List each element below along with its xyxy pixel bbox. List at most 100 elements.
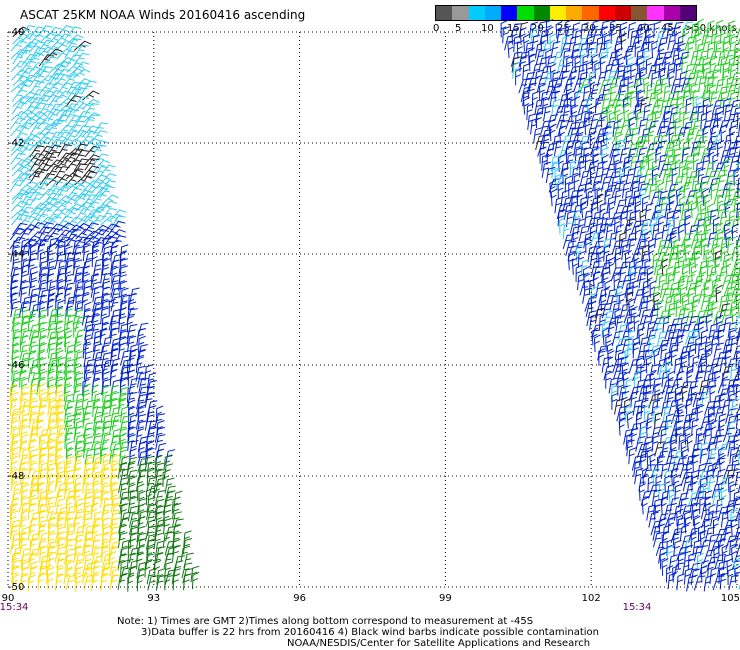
- wind-barb: [715, 132, 724, 150]
- wind-barb: [726, 84, 738, 100]
- wind-barb: [712, 575, 725, 591]
- wind-barb: [10, 419, 19, 437]
- wind-barb: [20, 111, 38, 123]
- wind-barb: [667, 34, 678, 51]
- wind-barb: [641, 41, 651, 59]
- wind-barb: [572, 49, 580, 67]
- wind-barb: [117, 462, 128, 479]
- wind-barb: [55, 74, 71, 86]
- wind-barb: [171, 496, 180, 514]
- wind-barb: [636, 233, 649, 249]
- wind-barb: [641, 315, 653, 331]
- wind-barb: [120, 294, 131, 311]
- wind-barb: [38, 490, 48, 507]
- wind-barb: [659, 551, 667, 570]
- wind-barb: [694, 274, 705, 291]
- legend-swatch: [679, 6, 696, 20]
- wind-barb: [657, 181, 665, 200]
- wind-barb: [646, 321, 656, 338]
- wind-barb: [615, 315, 626, 332]
- wind-barb: [616, 405, 628, 422]
- wind-barb: [20, 510, 29, 528]
- wind-barb: [639, 309, 651, 325]
- wind-barb: [72, 143, 88, 157]
- wind-barb: [631, 427, 639, 445]
- wind-barb: [119, 567, 131, 583]
- wind-barb: [680, 166, 690, 184]
- wind-barb: [20, 286, 29, 303]
- wind-barb: [659, 282, 670, 299]
- wind-barb: [100, 441, 108, 459]
- wind-barb: [9, 524, 20, 541]
- wind-barb: [720, 488, 728, 507]
- wind-barb: [27, 462, 38, 479]
- wind-barb: [614, 214, 622, 233]
- wind-barb: [47, 322, 58, 339]
- wind-barb: [82, 544, 93, 562]
- wind-barb: [678, 492, 689, 509]
- wind-barb: [63, 103, 79, 117]
- wind-barb: [66, 187, 83, 200]
- wind-barb: [47, 314, 59, 331]
- wind-barb: [73, 411, 82, 429]
- wind-barb: [647, 64, 660, 80]
- wind-barb: [706, 41, 716, 59]
- wind-barb: [681, 264, 689, 283]
- wind-barb: [730, 398, 740, 416]
- wind-barb: [674, 153, 682, 172]
- wind-barb: [642, 378, 652, 396]
- wind-barb: [83, 154, 101, 166]
- wind-barb: [687, 130, 695, 149]
- wind-barb: [11, 159, 29, 170]
- wind-barb: [720, 236, 730, 254]
- wind-barb: [654, 259, 665, 275]
- wind-barb: [718, 265, 730, 282]
- wind-barb: [703, 518, 712, 536]
- wind-barb: [703, 549, 716, 565]
- wind-barb: [626, 439, 635, 457]
- wind-barb: [117, 532, 128, 549]
- wind-barb: [668, 399, 680, 415]
- wind-barb: [523, 33, 531, 52]
- wind-barb: [84, 209, 101, 221]
- wind-barb: [572, 22, 581, 40]
- wind-barb: [27, 313, 36, 331]
- wind-barb: [20, 44, 36, 58]
- wind-barb: [20, 74, 38, 87]
- legend-swatch: [598, 6, 615, 20]
- wind-barb: [154, 427, 166, 443]
- wind-barb: [56, 272, 65, 290]
- wind-barb: [46, 159, 64, 171]
- wind-barb: [639, 336, 650, 353]
- wind-barb: [39, 32, 57, 44]
- wind-barb: [584, 297, 597, 312]
- wind-barb: [712, 216, 721, 235]
- wind-barb: [692, 89, 700, 107]
- wind-barb: [672, 531, 681, 548]
- wind-barb: [155, 477, 166, 494]
- wind-barb: [560, 35, 570, 53]
- wind-barb: [74, 125, 91, 138]
- legend-swatch: [468, 6, 485, 20]
- wind-barb: [618, 417, 626, 436]
- wind-barb: [662, 405, 672, 423]
- wind-barb: [709, 357, 721, 374]
- wind-barb: [84, 103, 100, 116]
- wind-barb: [625, 168, 636, 184]
- wind-barb: [604, 63, 614, 80]
- wind-barb: [528, 47, 536, 66]
- wind-barb: [64, 265, 73, 283]
- wind-barb: [110, 406, 121, 423]
- wind-barb: [603, 365, 615, 381]
- wind-barb: [725, 113, 738, 129]
- wind-barb: [603, 33, 612, 51]
- wind-barb: [725, 286, 736, 303]
- wind-barb: [12, 573, 20, 592]
- wind-barb: [710, 510, 721, 527]
- wind-barb: [10, 152, 26, 165]
- wind-barb: [693, 545, 705, 562]
- wind-barb: [618, 84, 629, 101]
- wind-barb: [582, 84, 592, 102]
- wind-barb: [724, 133, 734, 150]
- wind-barb: [64, 532, 75, 549]
